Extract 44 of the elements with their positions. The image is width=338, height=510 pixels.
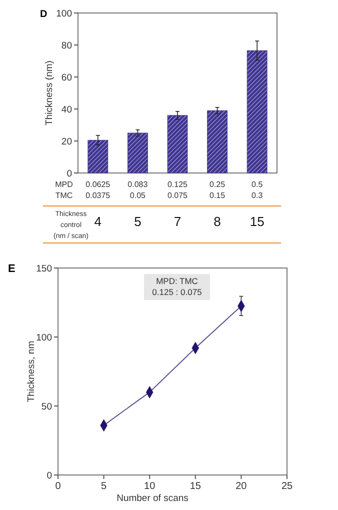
text: 0.05 xyxy=(130,191,146,200)
x-tick-label: 25 xyxy=(281,481,293,492)
x-tick-label: 15 xyxy=(190,481,202,492)
text: 7 xyxy=(174,214,182,229)
text: 0.075 xyxy=(167,191,188,200)
chart-title: E xyxy=(8,263,16,275)
y-tick-label: 0 xyxy=(46,470,52,482)
y-tick-label: 40 xyxy=(61,104,72,116)
text: MPD xyxy=(55,180,74,189)
y-tick-label: 20 xyxy=(61,136,72,148)
text: 0.3 xyxy=(252,191,264,200)
y-tick-label: 100 xyxy=(36,332,52,344)
bar xyxy=(167,115,188,174)
x-axis-title: Number of scans xyxy=(116,493,189,504)
y-tick-label: 100 xyxy=(56,8,72,20)
annotation: 0.125 : 0.075 xyxy=(152,287,202,297)
text: 15 xyxy=(250,214,264,229)
annotation: MPD: TMC xyxy=(156,276,198,286)
y-tick-label: 50 xyxy=(41,401,52,412)
text: TMC xyxy=(55,191,73,200)
text: 8 xyxy=(214,214,221,229)
x-tick-label: 10 xyxy=(144,481,156,492)
y-axis-title: Thickness, nm xyxy=(26,340,37,402)
chart-title: D xyxy=(40,9,48,20)
y-tick-label: 60 xyxy=(61,72,72,84)
x-tick-label: 0.0625 xyxy=(86,180,111,189)
text: 0.15 xyxy=(210,191,226,200)
bar xyxy=(128,132,148,174)
y-tick-label: 80 xyxy=(61,40,72,52)
text: 5 xyxy=(134,214,142,229)
text: 0.0375 xyxy=(86,191,111,200)
text: 4 xyxy=(94,214,102,229)
y-axis-title: Thickness (nm) xyxy=(44,60,55,126)
bar xyxy=(88,140,108,174)
y-tick-label: 0 xyxy=(66,168,72,180)
x-tick-label: 20 xyxy=(236,481,248,492)
bar xyxy=(207,110,228,174)
x-tick-label: 0.083 xyxy=(128,180,148,189)
x-tick-label: 0.5 xyxy=(252,180,264,189)
x-tick-label: 0.125 xyxy=(167,180,188,189)
bar xyxy=(246,50,268,174)
y-tick-label: 150 xyxy=(36,263,52,274)
x-tick-label: 0.25 xyxy=(210,180,226,189)
x-tick-label: 5 xyxy=(101,481,108,492)
